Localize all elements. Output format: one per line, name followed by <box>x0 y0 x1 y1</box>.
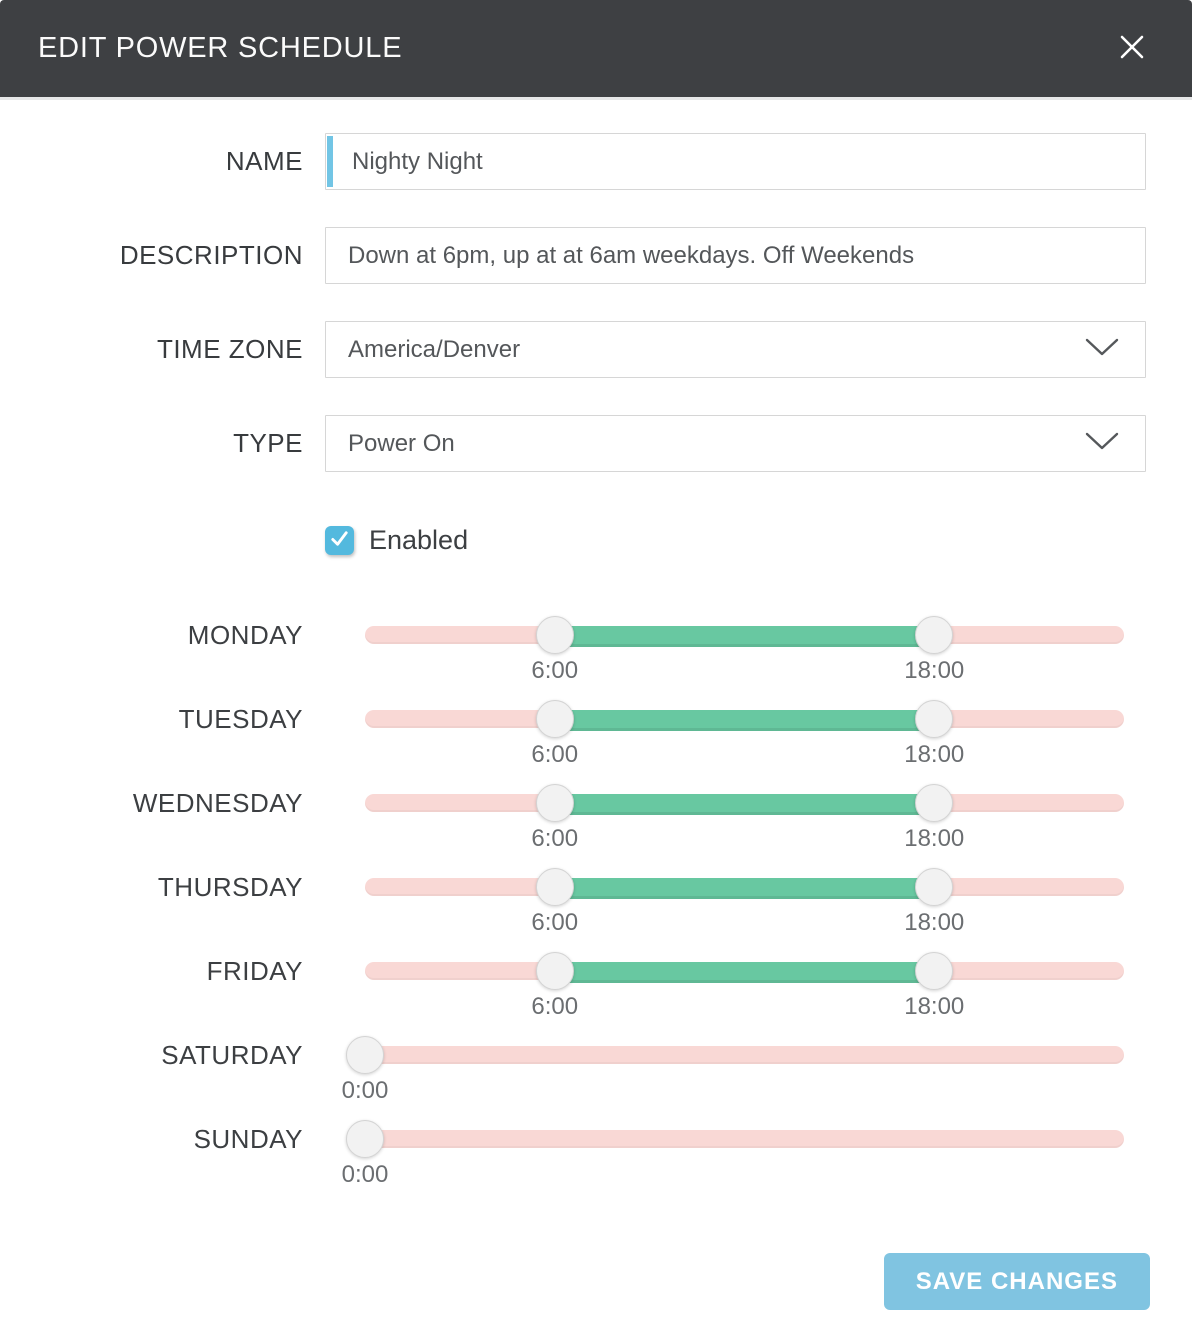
time-range-slider: 6:00 18:00 <box>365 784 1124 852</box>
description-row: DESCRIPTION <box>0 227 1192 284</box>
slider-active-range <box>554 710 935 731</box>
start-time-label: 6:00 <box>531 657 579 684</box>
end-time-label: 18:00 <box>904 909 965 936</box>
slider-handle-end[interactable] <box>915 784 954 822</box>
slider-track[interactable] <box>365 1130 1124 1148</box>
schedule-row-thursday: THURSDAY 6:00 18:00 <box>0 868 1192 936</box>
timezone-selected-value: America/Denver <box>348 335 521 363</box>
slider-handle-start[interactable] <box>535 868 574 906</box>
slider-handle-start[interactable] <box>535 700 574 738</box>
slider-handle-start[interactable] <box>346 1036 384 1074</box>
start-time-label: 0:00 <box>341 1077 389 1104</box>
day-label: THURSDAY <box>157 872 303 902</box>
slider-active-range <box>554 626 935 647</box>
start-time-label: 0:00 <box>341 1161 389 1188</box>
type-row: TYPE Power On <box>0 415 1192 472</box>
enabled-row: Enabled <box>325 525 1192 556</box>
schedule-row-friday: FRIDAY 6:00 18:00 <box>0 952 1192 1020</box>
chevron-down-icon <box>1085 336 1119 364</box>
schedule-row-saturday: SATURDAY 0:00 <box>0 1036 1192 1104</box>
timezone-label: TIME ZONE <box>156 334 303 364</box>
slider-active-range <box>554 878 935 899</box>
end-time-label: 18:00 <box>904 993 965 1020</box>
slider-active-range <box>554 962 935 983</box>
enabled-label: Enabled <box>369 525 469 555</box>
name-input[interactable] <box>325 133 1146 190</box>
modal-footer: SAVE CHANGES <box>0 1204 1192 1310</box>
type-select[interactable]: Power On <box>325 415 1146 472</box>
day-label: FRIDAY <box>206 956 303 986</box>
modal-header: EDIT POWER SCHEDULE <box>0 0 1192 100</box>
timezone-select[interactable]: America/Denver <box>325 321 1146 378</box>
description-label: DESCRIPTION <box>119 240 303 270</box>
schedule-row-monday: MONDAY 6:00 18:00 <box>0 616 1192 684</box>
day-label: SUNDAY <box>193 1124 303 1154</box>
start-time-label: 6:00 <box>531 741 579 768</box>
name-label: NAME <box>225 146 303 176</box>
slider-handle-end[interactable] <box>915 952 954 990</box>
end-time-label: 18:00 <box>904 741 965 768</box>
slider-handle-end[interactable] <box>915 868 954 906</box>
description-field-wrap <box>325 227 1146 284</box>
close-icon <box>1113 28 1151 69</box>
schedule-sliders: MONDAY 6:00 18:00 TUESDAY <box>0 616 1192 1188</box>
edit-power-schedule-modal: EDIT POWER SCHEDULE NAME DESCRIPTION <box>0 0 1192 1310</box>
start-time-label: 6:00 <box>531 825 579 852</box>
day-label: TUESDAY <box>178 704 303 734</box>
time-slider: 0:00 <box>342 1036 1124 1104</box>
schedule-row-wednesday: WEDNESDAY 6:00 18:00 <box>0 784 1192 852</box>
start-time-label: 6:00 <box>531 993 579 1020</box>
end-time-label: 18:00 <box>904 825 965 852</box>
time-range-slider: 6:00 18:00 <box>365 616 1124 684</box>
slider-handle-end[interactable] <box>915 700 954 738</box>
end-time-label: 18:00 <box>904 657 965 684</box>
schedule-row-sunday: SUNDAY 0:00 <box>0 1120 1192 1188</box>
description-input[interactable] <box>325 227 1146 284</box>
enabled-checkbox[interactable] <box>325 526 354 555</box>
chevron-down-icon <box>1085 430 1119 458</box>
slider-handle-start[interactable] <box>535 784 574 822</box>
slider-active-range <box>554 794 935 815</box>
day-label: SATURDAY <box>161 1040 303 1070</box>
timezone-field-wrap: America/Denver <box>325 321 1146 378</box>
day-label: MONDAY <box>187 620 303 650</box>
type-label: TYPE <box>233 428 303 458</box>
slider-track[interactable] <box>365 1046 1124 1064</box>
name-field-wrap <box>325 133 1146 190</box>
time-range-slider: 6:00 18:00 <box>365 868 1124 936</box>
slider-handle-end[interactable] <box>915 616 954 654</box>
save-changes-button[interactable]: SAVE CHANGES <box>883 1253 1150 1310</box>
slider-handle-start[interactable] <box>535 952 574 990</box>
time-range-slider: 6:00 18:00 <box>365 700 1124 768</box>
close-button[interactable] <box>1110 27 1154 71</box>
modal-title: EDIT POWER SCHEDULE <box>38 32 403 64</box>
timezone-row: TIME ZONE America/Denver <box>0 321 1192 378</box>
name-row: NAME <box>0 133 1192 190</box>
slider-handle-start[interactable] <box>535 616 574 654</box>
time-range-slider: 6:00 18:00 <box>365 952 1124 1020</box>
start-time-label: 6:00 <box>531 909 579 936</box>
checkmark-icon <box>328 527 351 555</box>
type-field-wrap: Power On <box>325 415 1146 472</box>
schedule-row-tuesday: TUESDAY 6:00 18:00 <box>0 700 1192 768</box>
type-selected-value: Power On <box>348 429 455 457</box>
modal-body: NAME DESCRIPTION TIME ZONE America/Denve… <box>0 100 1192 1310</box>
input-focus-bar <box>327 136 333 187</box>
day-label: WEDNESDAY <box>132 788 303 818</box>
time-slider: 0:00 <box>342 1120 1124 1188</box>
slider-handle-start[interactable] <box>346 1120 384 1158</box>
